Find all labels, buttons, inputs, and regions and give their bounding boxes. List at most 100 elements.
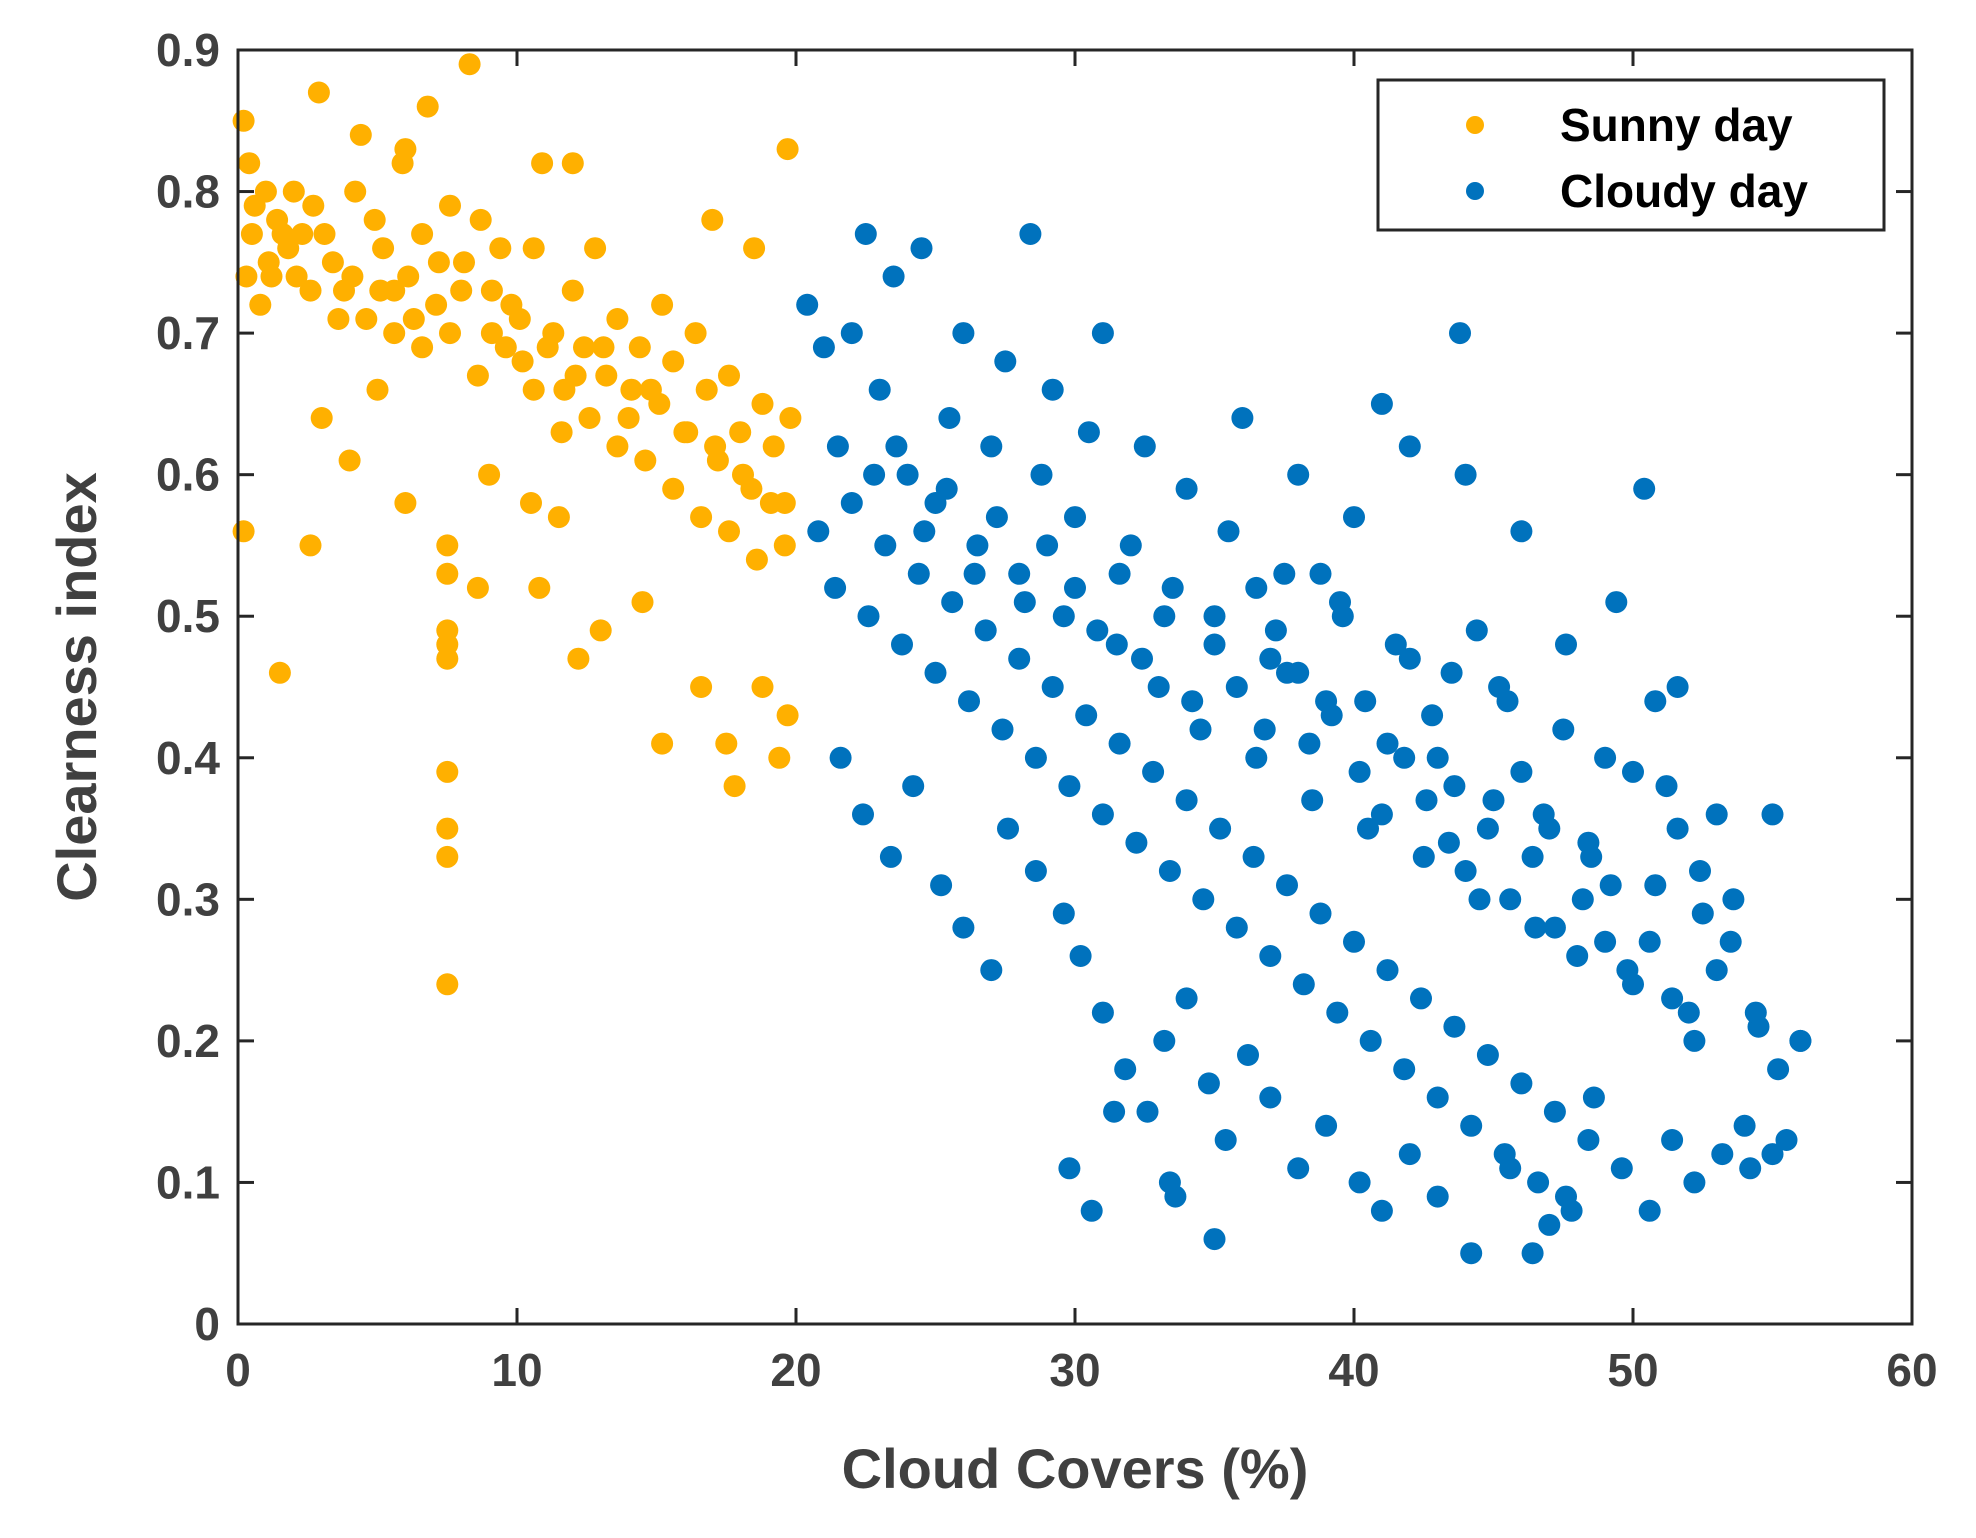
point-cloudy-216 [1415, 789, 1438, 812]
point-sunny-59 [257, 251, 280, 274]
point-sunny-11 [302, 194, 325, 217]
point-cloudy-73 [1775, 1129, 1798, 1151]
point-cloudy-95 [1142, 760, 1165, 783]
point-cloudy-181 [1555, 633, 1577, 656]
point-sunny-131 [310, 407, 333, 429]
point-cloudy-30 [1203, 605, 1226, 628]
point-cloudy-221 [1521, 845, 1544, 868]
plot-frame [236, 48, 1914, 1326]
point-cloudy-119 [1543, 1100, 1566, 1123]
point-cloudy-137 [1175, 987, 1198, 1010]
point-cloudy-206 [1181, 690, 1204, 713]
point-cloudy-60 [1605, 591, 1628, 614]
point-sunny-77 [508, 308, 531, 330]
point-cloudy-46 [1426, 746, 1449, 769]
point-cloudy-139 [1214, 1129, 1237, 1151]
point-cloudy-42 [1370, 392, 1393, 415]
x-axis-title: Cloud Covers (%) [842, 1437, 1309, 1500]
point-cloudy-5 [868, 378, 891, 401]
point-cloudy-213 [1348, 760, 1371, 783]
point-sunny-48 [684, 322, 707, 345]
point-cloudy-214 [1370, 803, 1393, 826]
point-cloudy-166 [1203, 1228, 1226, 1251]
point-sunny-87 [648, 392, 671, 415]
point-cloudy-21 [1077, 421, 1100, 444]
point-cloudy-49 [1454, 463, 1477, 486]
point-sunny-91 [704, 435, 727, 458]
point-sunny-57 [779, 407, 802, 429]
point-sunny-110 [436, 973, 459, 996]
y-tick-label-1: 0.1 [156, 1156, 220, 1208]
point-sunny-63 [313, 223, 336, 245]
point-cloudy-158 [1711, 1143, 1734, 1166]
point-cloudy-150 [1521, 1242, 1544, 1265]
point-cloudy-124 [879, 845, 902, 868]
point-cloudy-215 [1393, 746, 1416, 769]
point-sunny-102 [436, 534, 459, 557]
point-sunny-21 [402, 308, 425, 330]
point-cloudy-129 [997, 817, 1019, 840]
point-sunny-51 [718, 364, 740, 387]
point-cloudy-227 [1661, 987, 1684, 1010]
point-sunny-22 [411, 223, 434, 245]
point-sunny-69 [397, 265, 420, 288]
y-tick-label-6: 0.6 [156, 449, 220, 501]
point-cloudy-111 [1410, 987, 1432, 1010]
point-sunny-113 [567, 647, 590, 670]
point-cloudy-175 [1421, 704, 1444, 727]
point-cloudy-53 [1510, 520, 1533, 543]
point-cloudy-109 [1376, 959, 1399, 982]
point-cloudy-66 [1677, 1001, 1700, 1024]
y-tick-label-8: 0.8 [156, 166, 220, 218]
point-cloudy-163 [1103, 1100, 1126, 1123]
point-sunny-24 [427, 251, 450, 274]
point-cloudy-11 [952, 322, 975, 345]
x-tick-label-1: 10 [491, 1344, 542, 1396]
point-cloudy-50 [1468, 888, 1491, 911]
point-cloudy-187 [1689, 860, 1711, 882]
point-sunny-84 [606, 435, 629, 458]
point-cloudy-155 [1638, 1199, 1661, 1222]
x-tick-label-2: 20 [770, 1344, 821, 1396]
point-sunny-29 [480, 322, 503, 345]
point-cloudy-57 [1566, 945, 1589, 967]
point-sunny-119 [723, 775, 746, 798]
y-tick-label-3: 0.3 [156, 873, 220, 925]
point-cloudy-152 [1555, 1185, 1577, 1208]
point-cloudy-12 [966, 534, 989, 557]
point-cloudy-41 [1357, 817, 1379, 840]
point-cloudy-224 [1594, 930, 1617, 953]
point-cloudy-208 [1225, 676, 1248, 698]
point-cloudy-167 [1245, 576, 1268, 599]
point-sunny-80 [550, 421, 573, 444]
point-sunny-3 [254, 180, 277, 203]
point-cloudy-13 [980, 435, 1003, 458]
point-cloudy-54 [1524, 916, 1547, 939]
point-cloudy-226 [1638, 930, 1661, 953]
point-sunny-33 [522, 237, 545, 260]
point-cloudy-85 [974, 619, 997, 642]
point-sunny-106 [436, 647, 459, 670]
point-cloudy-79 [874, 534, 897, 557]
point-cloudy-161 [1058, 1157, 1081, 1180]
point-cloudy-115 [1476, 1044, 1499, 1066]
point-sunny-118 [715, 732, 738, 755]
point-cloudy-176 [1443, 775, 1466, 798]
point-sunny-83 [592, 336, 615, 359]
point-sunny-40 [595, 364, 618, 387]
y-tick-label-2: 0.2 [156, 1015, 220, 1067]
point-sunny-16 [349, 123, 372, 146]
point-sunny-121 [768, 746, 791, 769]
point-sunny-28 [469, 208, 492, 231]
point-cloudy-76 [824, 576, 847, 599]
point-cloudy-3 [840, 322, 863, 345]
y-tick-label-9: 0.9 [156, 24, 220, 76]
point-sunny-82 [578, 407, 601, 429]
point-cloudy-179 [1510, 760, 1533, 783]
point-cloudy-63 [1644, 874, 1667, 897]
point-cloudy-180 [1532, 803, 1555, 826]
point-cloudy-182 [1577, 831, 1600, 854]
point-cloudy-211 [1298, 732, 1321, 755]
point-sunny-108 [436, 817, 459, 840]
